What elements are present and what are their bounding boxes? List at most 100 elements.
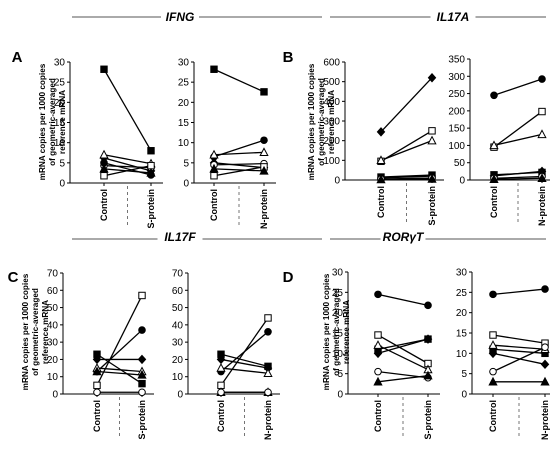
gene-header-backing: [157, 228, 203, 242]
data-point-circle: [260, 136, 268, 145]
series-line: [492, 346, 546, 373]
plot-C-n-protein: 0 10 20 30 40 50 60 70 Control N-protein: [172, 269, 280, 440]
y-tick-label: 400: [323, 97, 340, 108]
x-tick-label: S-protein: [423, 400, 433, 440]
gene-header-label: RORγT: [383, 230, 425, 244]
series-line: [492, 344, 546, 350]
series-line: [220, 358, 269, 369]
series-line: [380, 140, 433, 161]
data-point-square: [538, 107, 546, 116]
x-tick-label: Control: [489, 186, 499, 218]
data-point-square: [100, 65, 108, 73]
data-point-triangle: [376, 174, 386, 184]
y-tick-label: 30: [178, 58, 190, 69]
series-line: [220, 353, 269, 367]
data-point-circle: [217, 388, 225, 397]
y-tick-label: 600: [323, 58, 340, 69]
plot-B-n-protein: 0 50 100 150 200 250 300 350 Control N-protein: [448, 55, 550, 226]
x-tick-label: Control: [209, 189, 219, 221]
data-point-circle: [374, 290, 382, 299]
plot-D-n-protein: 0 5 10 15 20 25 30 Control N-protein: [456, 268, 550, 440]
series-line: [380, 175, 433, 179]
data-point-square: [147, 147, 155, 155]
y-tick-label: 350: [448, 55, 465, 66]
y-tick-label: 30: [456, 268, 468, 279]
y-axis-label-line: of geometric-averaged: [48, 78, 57, 166]
series-line: [493, 170, 543, 177]
series-line: [96, 367, 143, 373]
data-point-triangle: [427, 173, 437, 183]
plot-D-s-protein: 0 5 10 15 20 25 30 Control S-protein: [332, 268, 440, 440]
series-line: [213, 162, 265, 166]
data-point-diamond: [540, 359, 550, 370]
data-point-triangle: [146, 167, 156, 177]
gene-header-backing: [161, 8, 199, 22]
y-tick-label: 25: [332, 288, 344, 299]
y-axis-label-line: mRNA copies per 1000 copies: [21, 273, 30, 390]
series-line: [213, 151, 265, 156]
series-line: [380, 174, 433, 178]
y-tick-label: 15: [54, 118, 66, 129]
gene-header-label: IL17F: [164, 230, 196, 244]
y-tick-label: 40: [172, 320, 184, 331]
y-tick-label: 20: [332, 308, 344, 319]
y-tick-label: 10: [456, 349, 468, 360]
y-tick-label: 30: [47, 338, 59, 349]
x-tick-label: Control: [376, 186, 386, 218]
gene-header-label: IL17A: [437, 10, 470, 24]
y-tick-label: 50: [454, 158, 466, 169]
series-line: [96, 329, 143, 373]
gene-header-backing: [430, 8, 476, 22]
data-point-circle: [93, 388, 101, 397]
data-point-triangle: [488, 376, 498, 386]
data-point-circle: [489, 290, 497, 299]
y-axis-label-line: of geometric-averaged: [317, 78, 326, 166]
series-line: [103, 154, 152, 165]
y-tick-label: 10: [172, 372, 184, 383]
series-line: [493, 111, 543, 148]
y-axis-label: mRNA copies per 1000 copies of geometric-…: [38, 63, 67, 180]
y-tick-label: 10: [332, 349, 344, 360]
data-point-circle: [138, 326, 146, 334]
y-tick-label: 0: [52, 390, 58, 401]
series-line: [220, 367, 269, 374]
y-tick-label: 10: [54, 138, 66, 149]
data-point-diamond: [427, 72, 437, 83]
y-tick-label: 0: [334, 176, 340, 187]
series-line: [377, 344, 429, 371]
y-axis-label-line: reference mRNA: [41, 300, 50, 364]
y-tick-label: 10: [47, 372, 59, 383]
series-line: [377, 293, 429, 306]
series-line: [103, 157, 152, 172]
series-line: [103, 68, 152, 152]
data-point-square: [138, 379, 146, 388]
data-point-triangle: [99, 163, 109, 173]
y-axis-label: mRNA copies per 1000 copies of geometric-…: [307, 63, 336, 180]
data-point-triangle: [99, 149, 109, 159]
data-point-square: [260, 88, 268, 96]
data-point-triangle: [540, 376, 550, 386]
plot-A-s-protein: 0 5 10 15 20 25 30 Control S-protein: [54, 58, 163, 229]
y-tick-label: 0: [59, 179, 65, 190]
series-line: [377, 334, 429, 365]
y-tick-label: 20: [172, 355, 184, 366]
data-point-diamond: [373, 348, 383, 359]
y-tick-label: 25: [54, 78, 66, 89]
y-tick-label: 60: [47, 286, 59, 297]
y-tick-label: 200: [323, 136, 340, 147]
data-point-triangle: [537, 129, 547, 139]
series-line: [103, 162, 152, 176]
y-axis-label-line: reference mRNA: [327, 90, 336, 154]
y-tick-label: 0: [461, 390, 467, 401]
y-tick-label: 60: [172, 286, 184, 297]
x-tick-label: Control: [99, 189, 109, 221]
data-point-square: [428, 127, 436, 135]
data-point-triangle: [376, 155, 386, 165]
data-point-circle: [541, 343, 549, 352]
y-tick-label: 250: [448, 89, 465, 100]
y-tick-label: 25: [178, 78, 190, 89]
y-tick-label: 10: [178, 138, 190, 149]
data-point-circle: [424, 301, 432, 310]
data-point-square: [210, 172, 218, 180]
